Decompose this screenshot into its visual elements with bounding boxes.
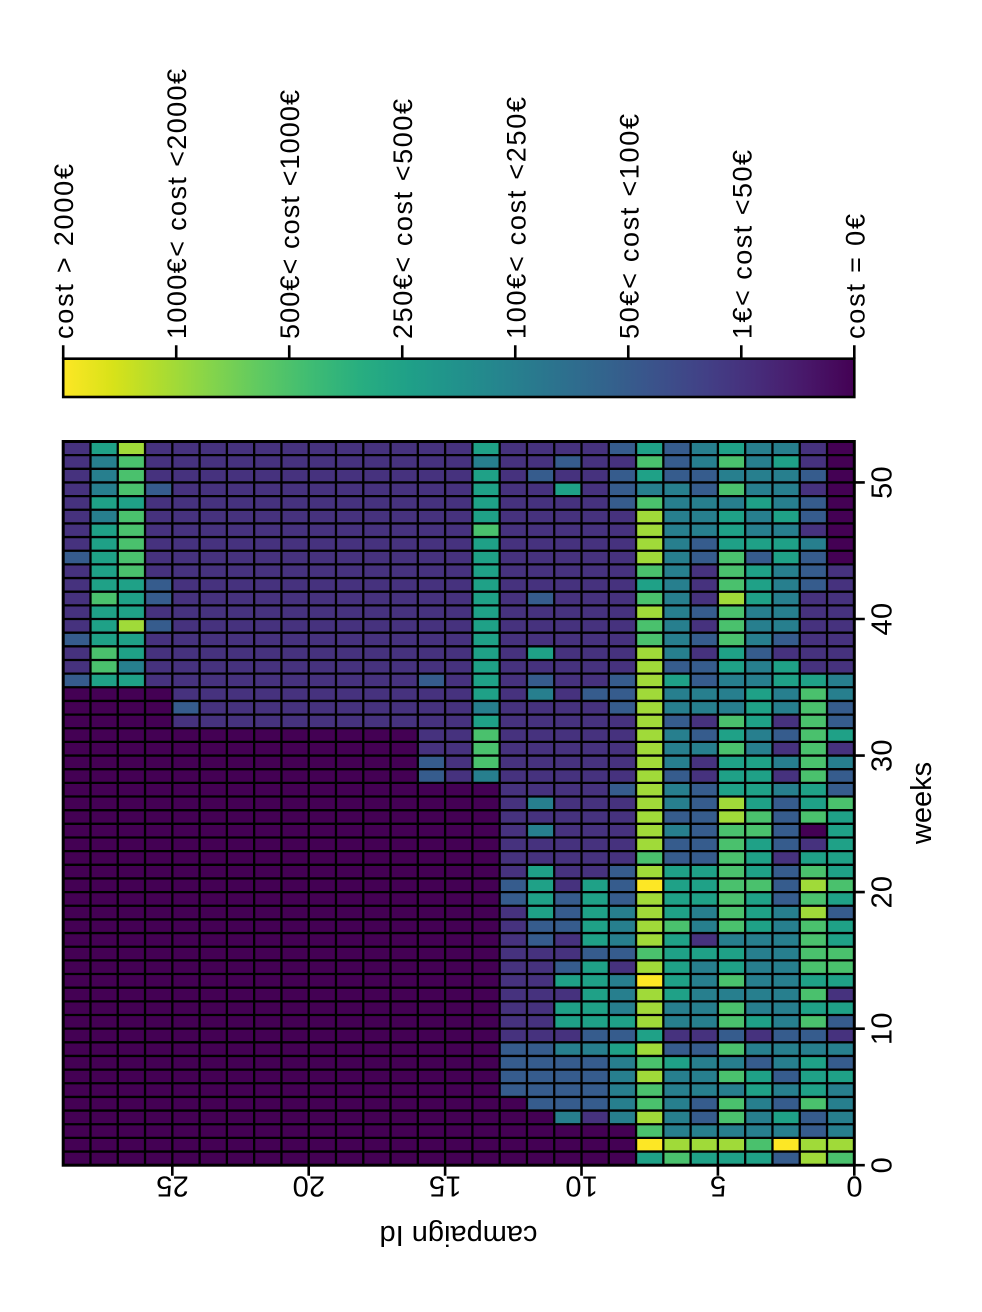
svg-text:10: 10 (867, 1012, 899, 1045)
svg-text:500€< cost <1000€: 500€< cost <1000€ (275, 90, 305, 339)
svg-text:cost = 0€: cost = 0€ (840, 214, 870, 339)
svg-text:weeks: weeks (906, 762, 938, 845)
svg-text:250€< cost <500€: 250€< cost <500€ (388, 99, 418, 339)
svg-text:30: 30 (867, 739, 899, 772)
svg-text:campaign Id: campaign Id (380, 1219, 538, 1251)
svg-text:40: 40 (867, 603, 899, 636)
svg-text:20: 20 (867, 876, 899, 909)
svg-text:0: 0 (867, 1157, 899, 1173)
svg-text:1000€< cost <2000€: 1000€< cost <2000€ (162, 69, 192, 339)
svg-text:50€< cost <100€: 50€< cost <100€ (614, 114, 644, 339)
svg-text:cost > 2000€: cost > 2000€ (49, 164, 79, 339)
svg-text:5: 5 (710, 1170, 726, 1202)
svg-text:1€< cost <50€: 1€< cost <50€ (727, 150, 757, 339)
svg-text:50: 50 (867, 466, 899, 499)
svg-text:0: 0 (846, 1170, 862, 1202)
svg-text:100€< cost <250€: 100€< cost <250€ (501, 97, 531, 339)
